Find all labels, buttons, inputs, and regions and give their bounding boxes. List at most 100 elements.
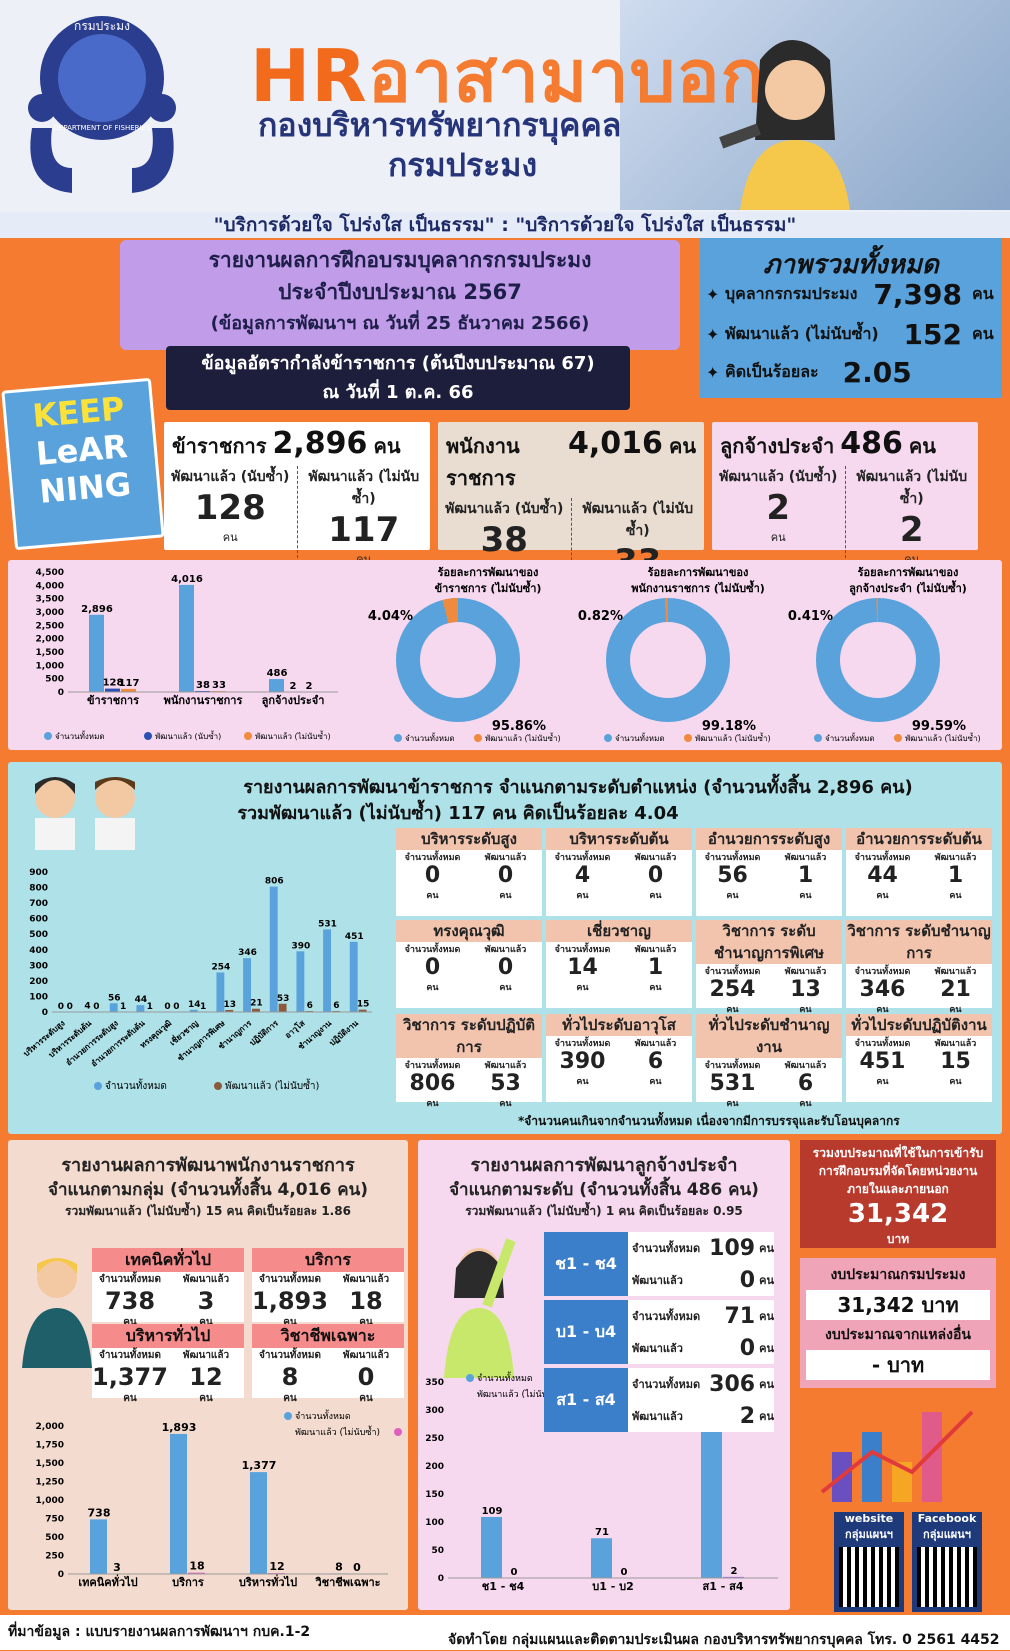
gov-bar-chart: 02505007501,0001,2501,5001,7502,0007383เ…	[8, 1408, 408, 1608]
data-label: 451	[345, 932, 364, 942]
bar	[323, 929, 331, 1012]
bar	[90, 1519, 107, 1574]
data-label: 33	[212, 680, 226, 691]
y-tick: 1,250	[36, 1478, 64, 1488]
data-label: 13	[224, 1000, 237, 1010]
teacher-illustration	[12, 1248, 102, 1368]
data-label: 38	[196, 680, 210, 691]
data-label: 806	[265, 877, 284, 887]
legend-swatch	[684, 734, 692, 742]
data-label: 117	[119, 678, 140, 689]
y-tick: 500	[45, 1533, 64, 1543]
department-name: กรมประมง	[388, 140, 537, 191]
y-tick: 300	[425, 1406, 444, 1416]
bar	[279, 1004, 287, 1012]
donut-title: พนักงานราชการ (ไม่นับซ้ำ)	[631, 580, 765, 595]
legend-swatch	[284, 1412, 292, 1420]
donut-title: ข้าราชการ (ไม่นับซ้ำ)	[435, 580, 542, 595]
data-label: 8	[335, 1560, 343, 1573]
donut-label-big: 99.18%	[702, 719, 756, 734]
y-tick: 150	[425, 1490, 444, 1500]
bar	[481, 1517, 502, 1578]
svg-text:DEPARTMENT OF FISHERIES: DEPARTMENT OF FISHERIES	[54, 124, 152, 132]
category-label: ลูกจ้างประจำ	[262, 694, 325, 708]
y-tick: 750	[45, 1515, 64, 1525]
y-tick: 200	[425, 1462, 444, 1472]
bar	[110, 1003, 118, 1012]
donut-label-small: 0.41%	[788, 609, 833, 624]
data-label: 1,893	[162, 1421, 197, 1434]
bar	[250, 1472, 267, 1574]
data-label: 4	[84, 1001, 90, 1011]
legend-label: พัฒนาแล้ว (ไม่นับซ้ำ)	[295, 1425, 380, 1438]
y-tick: 400	[29, 946, 48, 956]
position-level-panel: รายงานผลการพัฒนาข้าราชการ จำแนกตามระดับต…	[8, 762, 1002, 1134]
legend-label: พัฒนาแล้ว (ไม่นับซ้ำ)	[695, 732, 771, 743]
data-label: 0	[173, 1002, 179, 1012]
donut-ring	[828, 610, 928, 710]
bar	[136, 1005, 144, 1012]
bar	[179, 585, 194, 692]
officers-illustration	[20, 770, 150, 850]
y-tick: 3,000	[36, 608, 64, 618]
y-tick: 0	[42, 1008, 48, 1018]
data-label: 486	[267, 668, 288, 679]
y-tick: 250	[425, 1434, 444, 1444]
woman-illustration	[424, 1228, 534, 1378]
data-label: 2	[731, 1566, 738, 1577]
department-logo: กรมประมง DEPARTMENT OF FISHERIES	[12, 8, 192, 198]
bar	[591, 1538, 612, 1578]
y-tick: 700	[29, 899, 48, 909]
data-label: 2	[290, 681, 297, 692]
data-label: 0	[621, 1567, 628, 1578]
y-tick: 250	[45, 1552, 64, 1562]
donut-title: ลูกจ้างประจำ (ไม่นับซ้ำ)	[849, 580, 967, 596]
y-tick: 500	[29, 930, 48, 940]
data-label: 0	[67, 1002, 73, 1012]
keep-learning-badge: KEEP LeAR NING	[1, 378, 164, 550]
staff-bar-chart: 05001,0001,5002,0002,5003,0003,5004,0004…	[8, 560, 348, 750]
data-label: 1,377	[242, 1459, 277, 1472]
data-label: 6	[333, 1001, 339, 1011]
legend-swatch	[44, 732, 52, 740]
category-label: ข้าราชการ	[87, 694, 139, 707]
category-label: ปฏิบัติการ	[248, 1018, 281, 1047]
donut-ring	[618, 610, 718, 710]
legend-label: จำนวนทั้งหมด	[55, 730, 105, 741]
donut-title: ร้อยละการพัฒนาของ	[438, 566, 539, 579]
legend-swatch	[474, 734, 482, 742]
y-tick: 1,000	[36, 661, 64, 671]
data-label: 0	[164, 1002, 170, 1012]
data-label: 3	[113, 1561, 121, 1574]
y-tick: 300	[29, 961, 48, 971]
category-label: พนักงานราชการ	[164, 694, 243, 707]
data-label: 53	[277, 994, 290, 1004]
data-label: 14	[188, 1000, 201, 1010]
y-tick: 600	[29, 915, 48, 925]
category-label: วิชาชีพเฉพาะ	[315, 1576, 381, 1589]
y-tick: 900	[29, 868, 48, 878]
data-label: 738	[88, 1506, 111, 1519]
data-label: 71	[595, 1527, 609, 1538]
data-label: 21	[250, 999, 263, 1009]
legend-label: พัฒนาแล้ว (ไม่นับซ้ำ)	[255, 730, 331, 741]
position-subtitle: รวมพัฒนาแล้ว (ไม่นับซ้ำ) 117 คน คิดเป็นร…	[158, 798, 758, 827]
donut-title: ร้อยละการพัฒนาของ	[858, 566, 959, 579]
data-label: 18	[189, 1560, 204, 1573]
donut-title: ร้อยละการพัฒนาของ	[648, 566, 749, 579]
y-tick: 800	[29, 884, 48, 894]
